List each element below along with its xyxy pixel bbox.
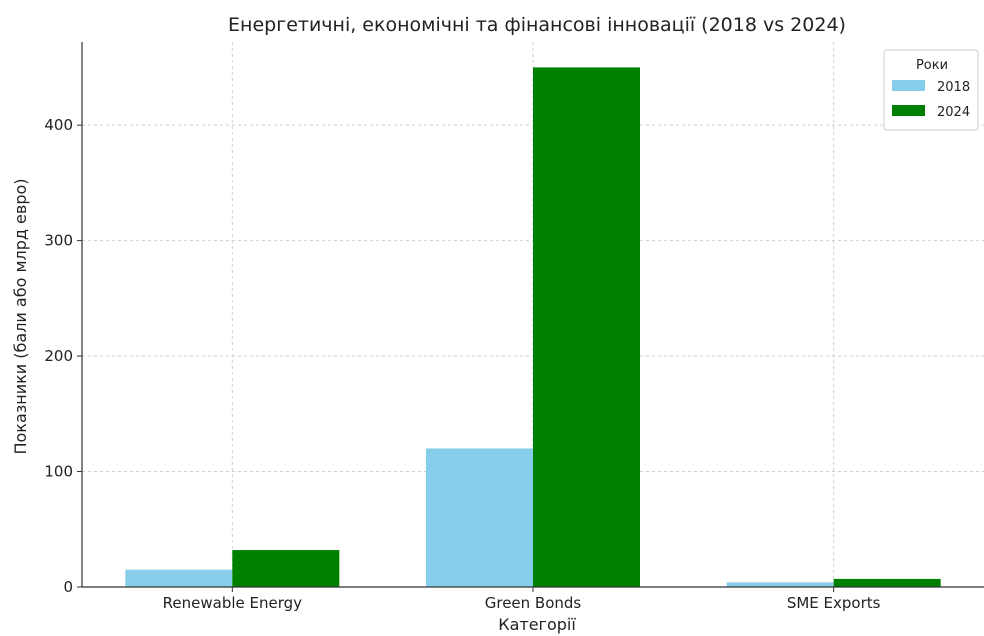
x-tick-label: Renewable Energy bbox=[163, 594, 302, 612]
legend-label-2018: 2018 bbox=[937, 80, 970, 95]
y-tick-label: 100 bbox=[44, 463, 73, 481]
legend-swatch-2024 bbox=[892, 105, 925, 116]
legend-items: 2018 2024 bbox=[892, 80, 970, 120]
y-tick-label: 200 bbox=[44, 347, 73, 365]
x-axis-label: Категорії bbox=[498, 615, 576, 634]
axes bbox=[77, 42, 984, 592]
bar-2024-green-bonds bbox=[533, 67, 640, 588]
y-tick-label: 400 bbox=[44, 116, 73, 134]
y-tick-label: 0 bbox=[63, 578, 73, 596]
bar-2024-sme-exports bbox=[833, 578, 941, 587]
bar-2018-sme-exports bbox=[726, 582, 834, 587]
bar-2018-green-bonds bbox=[426, 448, 533, 587]
chart-title: Енергетичні, економічні та фінансові інн… bbox=[228, 14, 846, 36]
legend: Роки 2018 2024 bbox=[883, 49, 979, 131]
y-tick-label: 300 bbox=[44, 232, 73, 250]
x-tick-labels: Renewable Energy Green Bonds SME Exports bbox=[163, 594, 881, 612]
y-axis-label: Показники (бали або млрд евро) bbox=[11, 178, 30, 454]
legend-label-2024: 2024 bbox=[937, 105, 970, 120]
y-tick-labels: 0 100 200 300 400 bbox=[44, 116, 73, 596]
x-tick-label: Green Bonds bbox=[485, 594, 582, 612]
x-tick-label: SME Exports bbox=[787, 594, 881, 612]
bars bbox=[125, 67, 941, 588]
legend-swatch-2018 bbox=[892, 80, 925, 91]
bar-2024-renewable-energy bbox=[232, 550, 340, 587]
bar-2018-renewable-energy bbox=[125, 569, 233, 587]
legend-title: Роки bbox=[916, 58, 948, 73]
